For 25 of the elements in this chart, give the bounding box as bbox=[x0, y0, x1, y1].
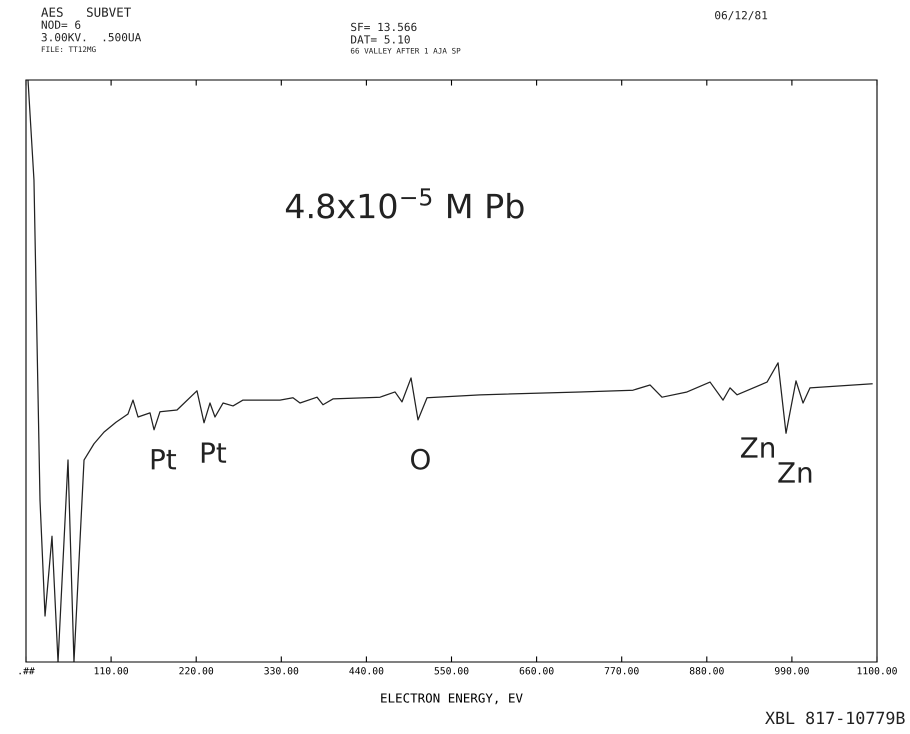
text: 06/12/81 bbox=[715, 10, 768, 20]
x-tick-label: .## bbox=[20, 667, 35, 674]
text: DAT= 5.10 bbox=[351, 35, 410, 44]
x-tick-label: 880.00 bbox=[690, 667, 724, 674]
x-tick-label: 1100.00 bbox=[858, 667, 897, 674]
x-tick-label: 990.00 bbox=[774, 667, 809, 674]
x-tick-label: 660.00 bbox=[520, 667, 554, 674]
annotation: O bbox=[411, 448, 430, 470]
x-tick-label: 110.00 bbox=[94, 667, 128, 674]
annotation: 4.8x10$^{−5}$ M Pb bbox=[286, 188, 524, 219]
annotation: Zn bbox=[778, 462, 812, 483]
text: XBL 817-10779B bbox=[765, 712, 905, 724]
text: 3.00KV. .500UA bbox=[42, 33, 142, 42]
x-tick-label: 550.00 bbox=[434, 667, 468, 674]
text: SF= 13.566 bbox=[351, 22, 417, 32]
text: AES SUBVET bbox=[41, 7, 131, 17]
x-tick-label: 220.00 bbox=[179, 667, 214, 674]
x-tick-label: 330.00 bbox=[264, 667, 298, 674]
annotation: Pt bbox=[152, 449, 176, 470]
annotation: Pt bbox=[202, 442, 226, 463]
x-tick-label: 440.00 bbox=[349, 667, 384, 674]
x-tick-label: 770.00 bbox=[604, 667, 639, 674]
x-axis-title: ELECTRON ENERGY, EV bbox=[381, 693, 523, 704]
annotation: Zn bbox=[740, 437, 774, 458]
text: NOD= 6 bbox=[42, 20, 80, 29]
